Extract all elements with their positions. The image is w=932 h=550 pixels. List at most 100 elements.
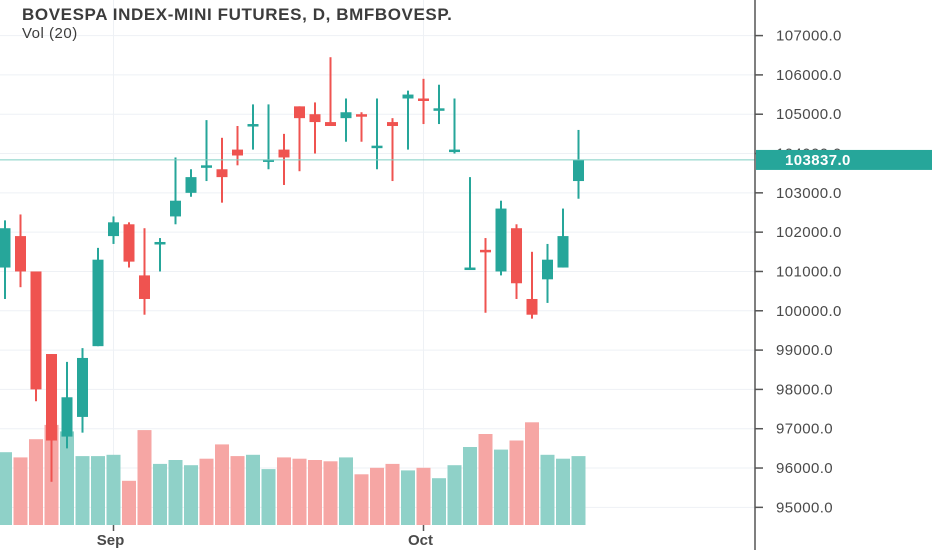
candle-body [557, 236, 569, 268]
candle [480, 238, 491, 313]
price-axis[interactable]: 95000.0 96000.0 97000.0 98000.0 99000.0 10000… [755, 28, 842, 517]
candle-body [309, 114, 321, 123]
volume-bar [277, 457, 291, 525]
candle-body [433, 108, 445, 111]
candle [371, 98, 383, 170]
candle [573, 129, 584, 199]
candle-body [170, 200, 181, 217]
volume-bar [184, 465, 198, 525]
candle-body [108, 222, 119, 237]
candle-body [61, 397, 73, 437]
price-axis-label: 107000.0 [776, 28, 842, 45]
volume-indicator-label[interactable]: Vol (20) [22, 25, 78, 42]
volume-bar [556, 458, 570, 525]
volume-bar [199, 458, 214, 525]
candle-body [449, 149, 460, 153]
candle [77, 348, 88, 433]
candle [139, 228, 150, 315]
price-axis-label: 105000.0 [776, 106, 842, 123]
volume-bar [525, 422, 539, 525]
price-axis-label: 100000.0 [776, 303, 842, 320]
candle [92, 247, 104, 347]
candle-body [185, 177, 197, 193]
candle [61, 361, 73, 449]
candle [387, 118, 398, 182]
volume-bar [385, 463, 400, 525]
candle-body [154, 241, 166, 245]
candle [495, 200, 507, 276]
candle-body [356, 114, 367, 117]
volume-bar [401, 470, 415, 525]
volume-bar [463, 447, 477, 525]
candle [154, 238, 166, 272]
candle [356, 112, 367, 142]
candle [449, 98, 460, 154]
volume-bar [13, 457, 28, 525]
candle [557, 208, 569, 268]
candle-body [371, 145, 383, 149]
candle-body [263, 159, 274, 162]
candle-body [418, 98, 429, 101]
volume-bar [246, 454, 260, 525]
price-axis-label: 103000.0 [776, 185, 842, 202]
candle-body [542, 259, 553, 280]
candle [216, 137, 228, 203]
candle-body [402, 94, 414, 99]
candle [511, 224, 522, 299]
candle [433, 84, 445, 125]
candle-body [526, 298, 538, 315]
candle [123, 222, 135, 268]
volume-bar [292, 458, 307, 525]
price-axis-label: 99000.0 [776, 342, 833, 359]
volume-bar [354, 474, 369, 525]
price-axis-label: 96000.0 [776, 460, 833, 477]
candle [30, 271, 42, 402]
volume-bar [122, 480, 136, 525]
volume-bar [509, 440, 524, 525]
candle [108, 216, 119, 244]
last-price-tag: 103837.0 [756, 149, 932, 170]
candle-body [480, 249, 491, 253]
volume-bar [215, 444, 229, 525]
candle [309, 102, 321, 154]
candle-body [464, 267, 476, 271]
volume-bar [308, 460, 322, 525]
time-axis[interactable]: Sep Oct [97, 525, 433, 549]
candle [402, 90, 414, 150]
candle [263, 104, 274, 170]
candle-body [46, 354, 57, 441]
candle-body [15, 236, 26, 272]
candles [0, 57, 584, 482]
volume-bar [153, 463, 167, 525]
price-axis-label: 101000.0 [776, 263, 842, 280]
volume-bar [323, 461, 338, 525]
candle-body [573, 159, 584, 182]
chart-title: BOVESPA INDEX-MINI FUTURES, D, BMFBOVESP… [22, 5, 452, 24]
candle-body [123, 224, 135, 262]
volume-bar [230, 456, 245, 525]
candle-body [325, 122, 336, 127]
candle [232, 126, 243, 166]
candle [170, 157, 181, 225]
candle-body [387, 122, 398, 127]
volume-bar [261, 469, 276, 525]
candle-body [247, 124, 259, 127]
volume-bar [168, 460, 183, 525]
candle-body [30, 271, 42, 390]
candle-body [232, 149, 243, 156]
candle-body [216, 169, 228, 178]
volume-bar [447, 465, 462, 525]
candle-body [139, 275, 150, 299]
candle [278, 133, 290, 185]
volume-bar [137, 430, 152, 525]
volume-bar [494, 449, 508, 525]
last-price-tag-background [756, 149, 932, 170]
volume-bars [0, 422, 586, 525]
candle [46, 354, 57, 482]
volume-bar [0, 452, 12, 525]
volume-bar [370, 467, 384, 525]
candle [418, 78, 429, 125]
price-axis-label: 97000.0 [776, 421, 833, 438]
